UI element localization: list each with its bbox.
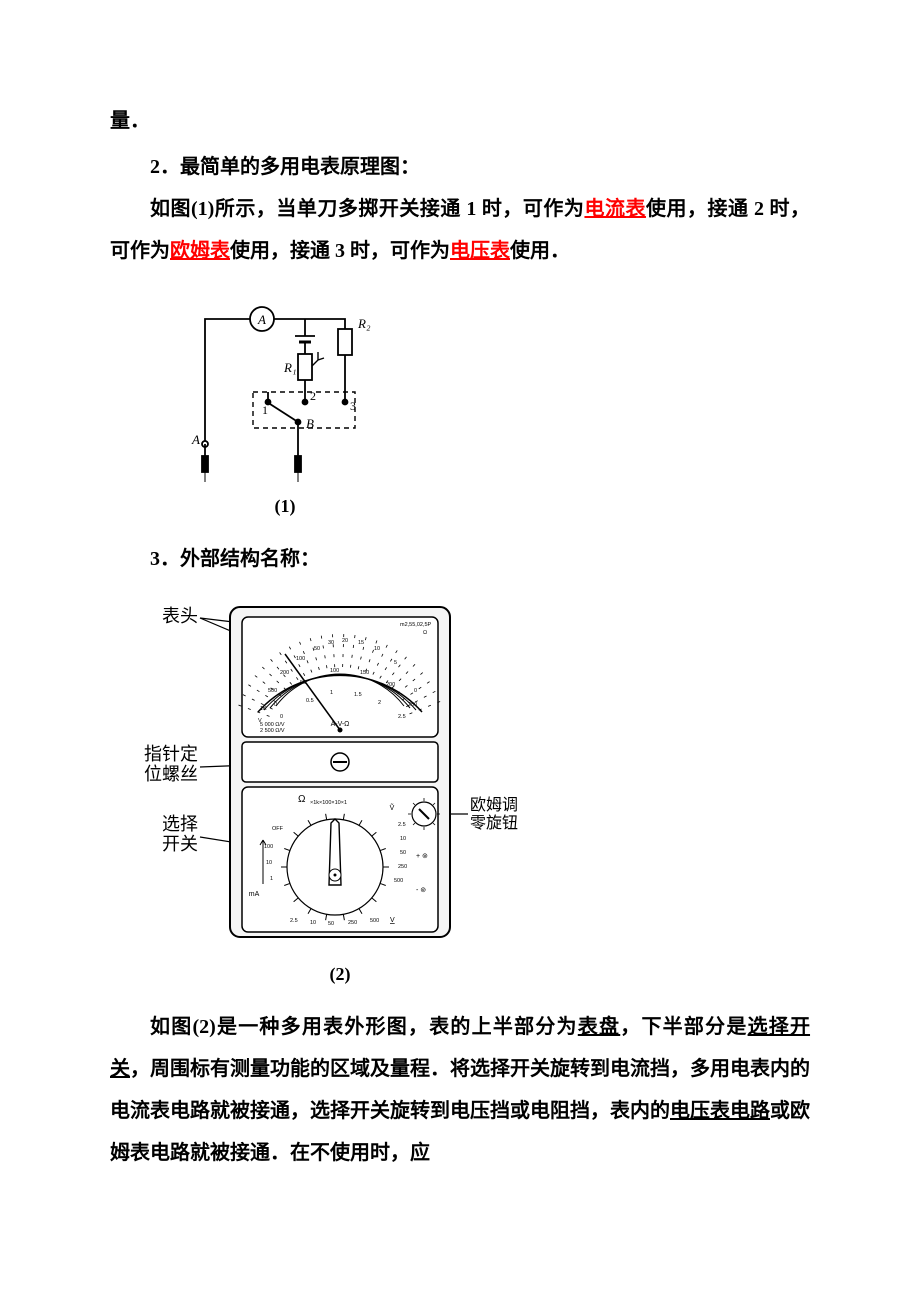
svg-text:5: 5 <box>394 660 397 666</box>
circuit-diagram-icon: A R₂ R₁ <box>180 284 390 484</box>
svg-text:50: 50 <box>328 921 334 927</box>
svg-text:30: 30 <box>328 640 334 646</box>
svg-text:0.5: 0.5 <box>306 698 314 704</box>
svg-text:- ⊚: - ⊚ <box>416 887 426 894</box>
highlight-voltmeter: 电压表 <box>450 240 510 262</box>
multimeter-diagram-icon: 表头 指针定 位螺丝 选择 开关 欧姆调 零旋钮 <box>130 592 550 952</box>
svg-text:1: 1 <box>262 403 268 417</box>
svg-text:2: 2 <box>310 389 316 403</box>
svg-text:20: 20 <box>342 638 348 644</box>
svg-text:50: 50 <box>314 646 320 652</box>
text: 使用． <box>510 240 570 262</box>
svg-text:200: 200 <box>280 670 289 676</box>
section-2-body: 如图(1)所示，当单刀多掷开关接通 1 时，可作为电流表使用，接通 2 时，可作… <box>110 188 810 272</box>
svg-text:250: 250 <box>398 864 407 870</box>
svg-text:10: 10 <box>266 860 272 866</box>
svg-text:500: 500 <box>370 918 379 924</box>
svg-text:2: 2 <box>378 700 381 706</box>
figure-1: A R₂ R₁ <box>110 284 810 526</box>
svg-text:1: 1 <box>270 876 273 882</box>
svg-text:2.5: 2.5 <box>398 714 406 720</box>
svg-text:10: 10 <box>400 836 406 842</box>
svg-text:2.5: 2.5 <box>398 822 406 828</box>
svg-text:250: 250 <box>408 702 417 708</box>
svg-text:200: 200 <box>386 682 395 688</box>
text: 如图(1)所示，当单刀多掷开关接通 1 时，可作为 <box>150 198 584 220</box>
svg-text:1: 1 <box>330 690 333 696</box>
svg-text:50: 50 <box>400 850 406 856</box>
svg-text:R₂: R₂ <box>357 316 371 331</box>
svg-text:指针定: 指针定 <box>144 744 198 764</box>
svg-text:V: V <box>390 917 395 924</box>
svg-text:500: 500 <box>268 688 277 694</box>
svg-text:A: A <box>191 432 200 447</box>
svg-text:表头: 表头 <box>162 606 198 626</box>
document-page: 量． 2．最简单的多用电表原理图： 如图(1)所示，当单刀多掷开关接通 1 时，… <box>0 0 920 1302</box>
svg-text:100: 100 <box>330 668 339 674</box>
underline-volt-circuit: 电压表电路 <box>670 1100 770 1122</box>
svg-text:位螺丝: 位螺丝 <box>144 764 198 784</box>
text: ，下半部分是 <box>620 1016 747 1038</box>
svg-text:开关: 开关 <box>162 834 198 854</box>
svg-text:选择: 选择 <box>162 814 198 834</box>
text: 使用，接通 3 时，可作为 <box>230 240 450 262</box>
svg-text:零旋钮: 零旋钮 <box>470 814 518 832</box>
svg-text:+ ⊚: + ⊚ <box>416 853 428 860</box>
highlight-ammeter: 电流表 <box>584 198 646 220</box>
svg-text:Ω: Ω <box>423 630 427 636</box>
svg-text:500: 500 <box>394 878 403 884</box>
svg-text:OFF: OFF <box>272 826 284 832</box>
svg-text:1K: 1K <box>260 706 267 712</box>
highlight-ohmmeter: 欧姆表 <box>170 240 230 262</box>
svg-text:2.5: 2.5 <box>290 918 298 924</box>
svg-text:mA: mA <box>249 891 260 898</box>
figure-2-caption: (2) <box>130 956 550 994</box>
svg-text:0: 0 <box>274 702 277 708</box>
svg-text:1.5: 1.5 <box>354 692 362 698</box>
svg-text:m2,55,02,5P: m2,55,02,5P <box>400 622 432 628</box>
underline-dial: 表盘 <box>578 1016 620 1038</box>
svg-text:250: 250 <box>348 920 357 926</box>
svg-text:Ṽ: Ṽ <box>390 803 395 812</box>
lead-fragment: 量． <box>110 100 810 142</box>
svg-text:15: 15 <box>358 640 364 646</box>
svg-text:R₁: R₁ <box>283 360 296 375</box>
section-3-body: 如图(2)是一种多用表外形图，表的上半部分为表盘，下半部分是选择开关，周围标有测… <box>110 1006 810 1174</box>
svg-text:2 500 Ω/V: 2 500 Ω/V <box>260 728 285 734</box>
svg-text:×1k×100×10×1: ×1k×100×10×1 <box>310 800 347 806</box>
figure-2: 表头 指针定 位螺丝 选择 开关 欧姆调 零旋钮 <box>110 592 810 994</box>
section-3-title: 3．外部结构名称： <box>110 538 810 580</box>
svg-text:10: 10 <box>310 920 316 926</box>
section-2-title: 2．最简单的多用电表原理图： <box>110 146 810 188</box>
svg-text:3: 3 <box>350 399 356 413</box>
text: 如图(2)是一种多用表外形图，表的上半部分为 <box>150 1016 578 1038</box>
svg-text:150: 150 <box>360 670 369 676</box>
svg-text:A: A <box>257 312 266 327</box>
svg-text:10: 10 <box>374 646 380 652</box>
svg-text:欧姆调: 欧姆调 <box>470 796 518 814</box>
svg-text:Ω: Ω <box>298 794 306 805</box>
svg-text:B: B <box>306 416 314 431</box>
svg-text:0: 0 <box>414 688 417 694</box>
svg-text:0: 0 <box>280 714 283 720</box>
figure-1-caption: (1) <box>180 488 390 526</box>
svg-text:100: 100 <box>296 656 305 662</box>
